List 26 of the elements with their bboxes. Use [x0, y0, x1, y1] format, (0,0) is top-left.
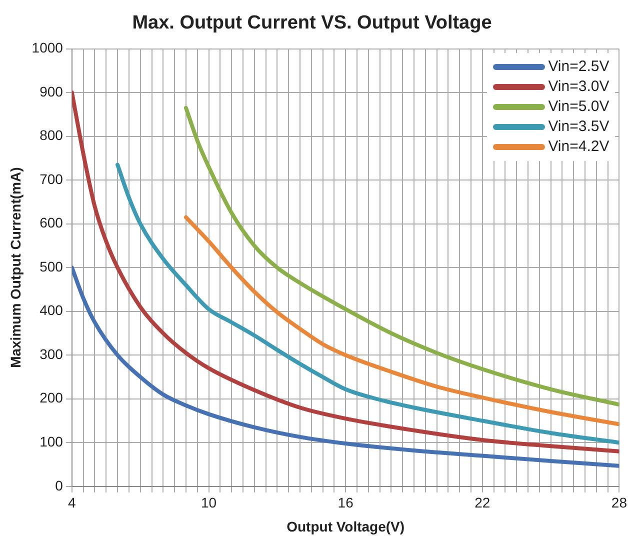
line-series — [184, 215, 620, 426]
y-tick-label: 800 — [40, 127, 64, 144]
x-tick-label: 28 — [611, 494, 628, 511]
legend-label: Vin=5.0V — [548, 98, 610, 116]
legend-label: Vin=4.2V — [548, 138, 610, 156]
y-tick-label: 900 — [40, 83, 64, 100]
y-tick-label: 600 — [40, 214, 64, 231]
line-series — [116, 162, 620, 445]
y-tick-label: 500 — [40, 258, 64, 274]
legend-label: Vin=2.5V — [548, 58, 610, 76]
y-tick-label: 200 — [40, 390, 64, 406]
y-axis-title: Maximum Output Current(mA) — [7, 167, 24, 368]
x-tick-label: 16 — [338, 494, 354, 511]
y-tick-label: 100 — [40, 434, 64, 450]
legend-label: Vin=3.5V — [548, 118, 610, 136]
y-tick-label: 0 — [55, 477, 64, 494]
y-tick-label: 700 — [40, 170, 64, 187]
x-tick-label: 4 — [68, 494, 76, 511]
x-axis-title: Output Voltage(V) — [286, 518, 405, 534]
y-tick-label: 400 — [40, 302, 64, 318]
y-tick-label: 1000 — [32, 40, 64, 56]
x-tick-label: 10 — [200, 494, 217, 511]
y-tick-label: 300 — [40, 346, 64, 362]
chart-title: Max. Output Current VS. Output Voltage — [132, 12, 492, 34]
x-tick-label: 22 — [474, 494, 490, 511]
legend-label: Vin=3.0V — [548, 78, 610, 96]
